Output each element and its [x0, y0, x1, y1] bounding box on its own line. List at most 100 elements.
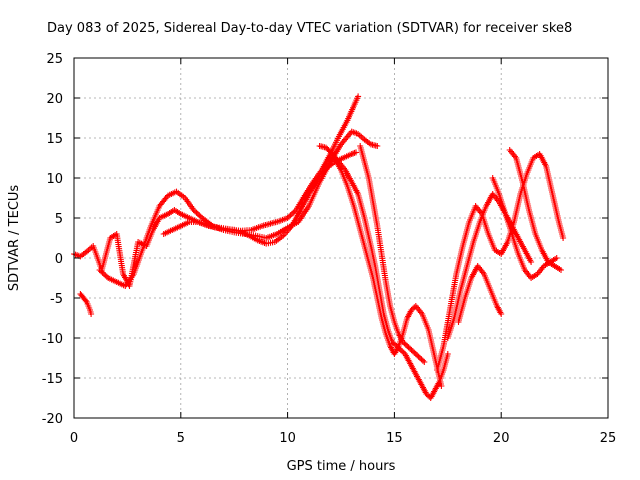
- data-point: [158, 205, 161, 207]
- data-point: [231, 229, 233, 231]
- plot-frame: [73, 57, 609, 419]
- data-point: [447, 353, 449, 355]
- y-tick-labels: -20 -15 -10 -5 0 5 10 15 20 25: [42, 52, 63, 427]
- data-point: [269, 222, 272, 225]
- series-sat-track-11: [489, 175, 560, 281]
- data-point: [560, 269, 562, 271]
- data-point: [421, 313, 424, 315]
- data-point: [372, 277, 374, 279]
- data-point: [376, 145, 379, 147]
- data-point: [521, 181, 524, 183]
- data-point: [459, 289, 462, 291]
- data-point: [297, 221, 300, 223]
- data-point: [410, 349, 413, 351]
- data-point: [90, 313, 92, 315]
- data-point: [511, 233, 513, 235]
- data-point: [295, 209, 297, 211]
- data-point: [423, 361, 426, 363]
- data-point: [415, 305, 417, 307]
- data-point: [250, 229, 253, 231]
- data-point: [254, 234, 257, 237]
- data-point: [282, 234, 285, 237]
- y-tick-label: 10: [46, 172, 63, 187]
- data-point: [365, 253, 368, 255]
- data-point: [188, 221, 191, 223]
- data-point: [504, 213, 507, 215]
- series-sat-track-10: [455, 263, 505, 325]
- data-point: [350, 181, 353, 183]
- data-point: [79, 255, 82, 258]
- data-point: [421, 385, 424, 387]
- data-point: [370, 143, 372, 146]
- data-point: [489, 289, 492, 291]
- data-point: [180, 213, 182, 215]
- data-point: [523, 249, 526, 251]
- data-point: [380, 253, 383, 255]
- data-point: [107, 277, 109, 279]
- data-point: [265, 237, 268, 239]
- data-point: [175, 190, 178, 193]
- series-sat-track-1: [71, 93, 362, 289]
- series-layer: [71, 93, 567, 401]
- y-tick-label: -10: [42, 332, 63, 347]
- data-point: [393, 321, 396, 323]
- data-point: [476, 265, 479, 267]
- data-point: [133, 273, 135, 275]
- y-tick-label: 20: [46, 92, 63, 107]
- data-point: [500, 313, 503, 315]
- series-sat-track-6: [331, 155, 445, 389]
- x-tick-label: 5: [177, 431, 185, 446]
- data-point: [385, 333, 387, 335]
- data-point: [333, 157, 336, 159]
- data-point: [440, 385, 443, 387]
- data-point: [434, 389, 436, 391]
- data-point: [474, 205, 477, 207]
- data-point: [517, 253, 520, 255]
- data-point: [158, 217, 161, 219]
- series-sat-track-7: [357, 143, 428, 365]
- data-point: [391, 341, 394, 343]
- x-tick-label: 15: [386, 431, 403, 446]
- series-sat-track-12: [506, 147, 564, 273]
- data-point: [455, 273, 458, 275]
- data-point: [472, 241, 475, 243]
- data-point: [89, 309, 91, 311]
- data-point: [359, 229, 362, 231]
- data-point: [214, 226, 216, 229]
- data-point: [299, 209, 302, 211]
- data-point: [406, 345, 409, 347]
- data-point: [487, 233, 490, 235]
- data-point: [350, 130, 353, 133]
- data-point: [167, 194, 169, 197]
- data-point: [316, 178, 319, 181]
- data-point: [485, 205, 488, 207]
- data-point: [82, 297, 85, 299]
- data-point: [141, 249, 144, 251]
- y-tick-label: -15: [42, 372, 63, 387]
- data-point: [519, 193, 522, 195]
- data-point: [261, 225, 263, 227]
- data-point: [248, 234, 250, 237]
- data-point: [162, 233, 165, 235]
- data-point: [150, 225, 152, 227]
- data-point: [353, 205, 355, 207]
- data-point: [553, 265, 556, 267]
- data-point: [442, 345, 445, 347]
- data-point: [86, 301, 88, 303]
- data-point: [436, 369, 438, 371]
- data-point: [447, 337, 449, 339]
- data-point: [389, 345, 391, 347]
- data-point: [562, 237, 564, 239]
- data-point: [122, 273, 124, 275]
- data-point: [115, 233, 118, 235]
- y-tick-label: 25: [46, 52, 63, 67]
- data-point: [353, 105, 355, 107]
- data-point: [197, 221, 199, 223]
- data-point: [124, 285, 127, 287]
- data-point: [526, 173, 528, 175]
- data-point: [536, 273, 539, 275]
- data-point: [547, 261, 549, 263]
- x-tick-label: 10: [279, 431, 296, 446]
- data-point: [462, 245, 464, 247]
- data-point: [402, 333, 404, 335]
